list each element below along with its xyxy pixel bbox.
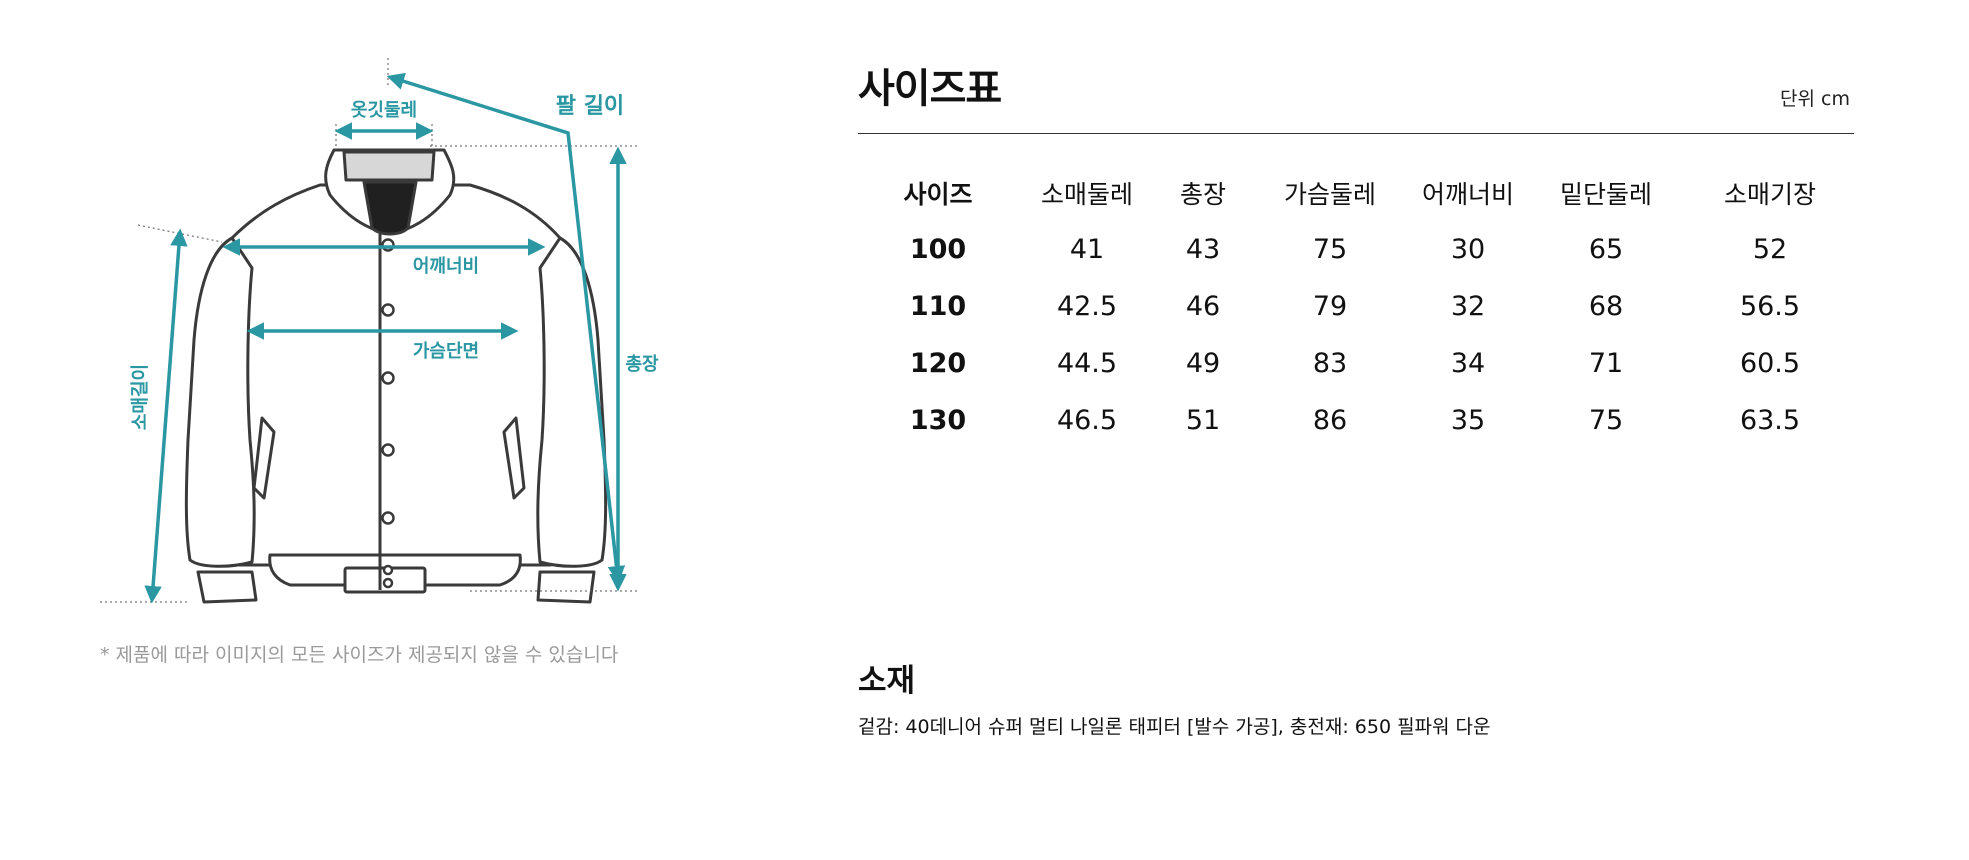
table-cell: 46.5 <box>1056 405 1118 436</box>
table-cell: 65 <box>1588 234 1624 265</box>
table-cell: 60.5 <box>1739 348 1801 379</box>
header-total-length: 총장 <box>1179 179 1226 209</box>
label-total-length: 총장 <box>625 354 659 375</box>
size-table-header: 사이즈 소매둘레 총장 가슴둘레 어깨너비 밑단둘레 소매기장 <box>858 164 1854 221</box>
table-cell: 41 <box>1069 234 1105 265</box>
material-description: 겉감: 40데니어 슈퍼 멀티 나일론 태피터 [발수 가공], 충전재: 65… <box>858 716 1491 738</box>
table-row: 110 42.5 46 79 32 68 56.5 <box>858 278 1854 335</box>
size-cell: 130 <box>909 405 967 436</box>
table-cell: 30 <box>1450 234 1486 265</box>
label-arm-length: 팔 길이 <box>556 94 624 119</box>
table-cell: 34 <box>1450 348 1486 379</box>
table-cell: 49 <box>1185 348 1221 379</box>
table-cell: 63.5 <box>1739 405 1801 436</box>
header-sleeve-length: 소매기장 <box>1723 179 1816 209</box>
header-shoulder-width: 어깨너비 <box>1421 179 1514 209</box>
table-cell: 86 <box>1312 405 1348 436</box>
table-cell: 46 <box>1185 291 1221 322</box>
label-shoulder: 어깨너비 <box>413 256 479 277</box>
table-cell: 44.5 <box>1056 348 1118 379</box>
table-cell: 35 <box>1450 405 1486 436</box>
table-cell: 52 <box>1752 234 1788 265</box>
header-sleeve-circumference: 소매둘레 <box>1040 179 1133 209</box>
table-row: 120 44.5 49 83 34 71 60.5 <box>858 335 1854 392</box>
header-hem-circumference: 밑단둘레 <box>1559 179 1652 209</box>
size-chart-title: 사이즈표 <box>858 66 1002 112</box>
header-size: 사이즈 <box>903 179 973 209</box>
size-table: 사이즈 소매둘레 총장 가슴둘레 어깨너비 밑단둘레 소매기장 100 41 4… <box>858 164 1854 449</box>
table-cell: 51 <box>1185 405 1221 436</box>
table-cell: 43 <box>1185 234 1221 265</box>
size-cell: 100 <box>909 234 967 265</box>
table-cell: 56.5 <box>1739 291 1801 322</box>
material-title: 소재 <box>858 663 916 699</box>
table-cell: 75 <box>1312 234 1348 265</box>
label-collar: 옷깃둘레 <box>351 100 417 121</box>
measurement-arrows <box>144 72 627 604</box>
size-cell: 120 <box>909 348 967 379</box>
table-cell: 83 <box>1312 348 1348 379</box>
jacket-size-diagram: 옷깃둘레 팔 길이 어깨너비 가슴단면 총장 소매길이 <box>100 58 659 604</box>
unit-label: 단위 cm <box>1780 88 1850 110</box>
size-cell: 110 <box>909 291 967 322</box>
header-chest-circumference: 가슴둘레 <box>1283 179 1376 209</box>
table-cell: 42.5 <box>1056 291 1118 322</box>
table-row: 100 41 43 75 30 65 52 <box>858 221 1854 278</box>
label-sleeve-length: 소매길이 <box>129 364 151 430</box>
table-cell: 32 <box>1450 291 1486 322</box>
table-cell: 68 <box>1588 291 1624 322</box>
size-disclaimer-note: * 제품에 따라 이미지의 모든 사이즈가 제공되지 않을 수 있습니다 <box>100 644 619 666</box>
table-row: 130 46.5 51 86 35 75 63.5 <box>858 392 1854 449</box>
table-cell: 79 <box>1312 291 1348 322</box>
label-chest: 가슴단면 <box>413 341 479 362</box>
table-cell: 75 <box>1588 405 1624 436</box>
title-divider <box>858 133 1854 134</box>
table-cell: 71 <box>1588 348 1624 379</box>
jacket-illustration <box>184 148 608 604</box>
